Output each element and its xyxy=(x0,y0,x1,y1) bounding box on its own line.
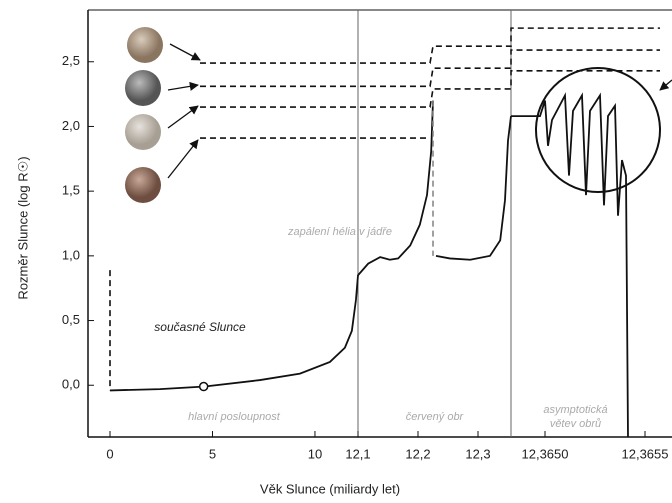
y-tick-label: 0,5 xyxy=(62,312,80,327)
y-axis-label: Rozměr Slunce (log R☉) xyxy=(15,156,30,299)
x-tick-label: 10 xyxy=(308,446,322,461)
dashed-line xyxy=(199,49,660,88)
region-label: červený obr xyxy=(406,411,465,423)
arrow xyxy=(167,139,199,179)
x-tick-label: 0 xyxy=(106,446,113,461)
star-image xyxy=(125,114,161,150)
curve xyxy=(109,100,434,392)
y-tick-label: 2,0 xyxy=(62,118,80,133)
x-tick-label: 12,3650 xyxy=(522,446,569,461)
star-image xyxy=(125,70,161,106)
x-tick-label: 5 xyxy=(209,446,216,461)
region-label: větev obrů xyxy=(550,418,601,430)
curve xyxy=(511,92,629,438)
annotation: současné Slunce xyxy=(154,320,246,334)
x-tick-label: 12,3655 xyxy=(622,446,669,461)
region-label: asymptotická xyxy=(543,404,607,416)
dashed-line xyxy=(199,70,660,108)
arrow xyxy=(169,43,201,61)
curve xyxy=(435,115,512,261)
x-axis-label: Věk Slunce (miliardy let) xyxy=(260,481,400,496)
y-tick-label: 1,0 xyxy=(62,247,80,262)
x-tick-label: 12,2 xyxy=(405,446,430,461)
star-image xyxy=(125,167,161,203)
x-tick-label: 12,1 xyxy=(345,446,370,461)
region-label: hlavní posloupnost xyxy=(188,411,281,423)
decoration xyxy=(125,27,672,203)
x-tick-label: 12,3 xyxy=(465,446,490,461)
dashed-line xyxy=(199,27,660,64)
y-tick-label: 2,5 xyxy=(62,53,80,68)
highlight-circle xyxy=(535,67,661,193)
y-tick-label: 0,0 xyxy=(62,377,80,392)
y-tick-label: 1,5 xyxy=(62,183,80,198)
star-image xyxy=(127,27,163,63)
arrow xyxy=(659,79,672,91)
annotation: zapálení hélia v jádře xyxy=(287,226,392,238)
current-sun-marker xyxy=(198,381,209,392)
arrow xyxy=(167,105,199,129)
arrow xyxy=(167,81,199,91)
